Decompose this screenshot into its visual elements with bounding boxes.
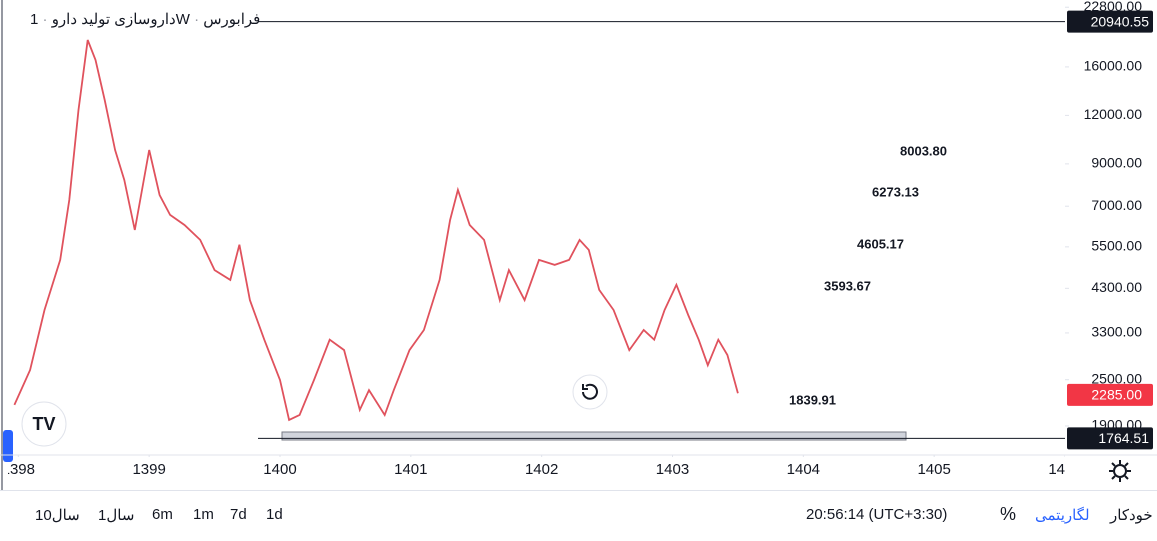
x-tick-label: 1400 [263, 461, 296, 478]
settings-icon[interactable] [1109, 460, 1131, 482]
log-button[interactable]: لگاریتمی [1035, 507, 1090, 524]
level-label: 1839.91 [789, 392, 836, 407]
range-button[interactable]: 7d [230, 506, 247, 523]
y-tick-label: 9000.00 [1091, 155, 1142, 171]
price-label: 20940.55 [1091, 13, 1150, 29]
toolbar: 10سال 1سال 6m 1m 7d 1d 20:56:14 (UTC+3:3… [0, 490, 1157, 541]
price-label-box [1067, 427, 1153, 450]
level-label: 6273.13 [872, 184, 919, 199]
symbol-title: داروسازی تولید دارو [51, 11, 176, 28]
last-price-label: 2285.00 [1091, 387, 1142, 403]
side-tab[interactable] [3, 430, 13, 462]
symbol-header: داروسازی تولید دارو · 1W · فرابورس [30, 11, 260, 28]
price-label: 1764.51 [1098, 430, 1149, 446]
svg-text:TV: TV [32, 414, 55, 434]
plot-area: 1398 1399 1400 1401 1402 1403 1404 1405 1406 [2, 39, 1081, 478]
range-zone [281, 431, 907, 441]
x-tick-label: 1402 [525, 461, 558, 478]
x-tick-label: 1399 [132, 461, 165, 478]
range-button[interactable]: 1سال [98, 507, 135, 524]
range-button[interactable]: 1d [266, 506, 283, 523]
y-tick-label: 5500.00 [1091, 238, 1142, 254]
level-label: 3593.67 [824, 278, 871, 293]
x-tick-label: 1405 [917, 461, 950, 478]
y-tick-label: 7000.00 [1091, 197, 1142, 213]
clock: 20:56:14 (UTC+3:30) [806, 506, 948, 523]
level-label: 8003.80 [900, 143, 947, 158]
range-button[interactable]: 1m [193, 506, 214, 523]
y-tick-label: 2500.00 [1091, 370, 1142, 386]
price-label-box [1067, 10, 1153, 33]
price-line-series [13, 39, 739, 422]
range-button[interactable]: 6m [152, 506, 173, 523]
x-tick-label: 1404 [787, 461, 820, 478]
chart: داروسازی تولید دارو · 1W · فرابورس 8003.… [0, 0, 1157, 490]
tv-logo: TV [21, 401, 67, 447]
last-price-box [1067, 383, 1153, 406]
y-tick-label: 3300.00 [1091, 324, 1142, 340]
level-label: 4605.17 [857, 236, 904, 251]
exchange: فرابورس [203, 11, 260, 28]
x-tick-label: 1401 [394, 461, 427, 478]
y-tick-label: 16000.00 [1084, 58, 1143, 74]
percent-button[interactable]: % [1000, 504, 1017, 524]
auto-button[interactable]: خودکار [1110, 507, 1153, 524]
x-tick-label: 1403 [656, 461, 689, 478]
range-button[interactable]: 10سال [35, 507, 80, 524]
y-tick-label: 22800.00 [1084, 0, 1143, 14]
y-tick-label: 4300.00 [1091, 279, 1142, 295]
x-tick-label: 1406 [1048, 461, 1081, 478]
reset-button[interactable] [572, 374, 608, 410]
y-tick-label: 12000.00 [1084, 106, 1143, 122]
x-tick-label: 1398 [2, 461, 35, 478]
